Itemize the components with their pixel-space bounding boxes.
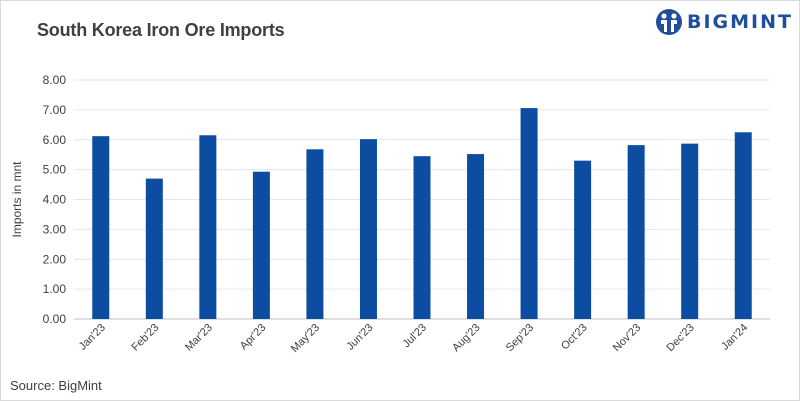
x-tick-label: Feb'23 (129, 322, 161, 354)
bar (145, 178, 163, 319)
x-tick-label: Dec'23 (664, 322, 696, 354)
bar (92, 136, 110, 319)
y-tick-label: 6.00 (43, 133, 67, 147)
source-note: Source: BigMint (10, 378, 102, 393)
bar (413, 156, 431, 319)
y-tick-label: 5.00 (43, 163, 67, 177)
bar (306, 149, 324, 319)
brand-logo: BIGMINT (655, 6, 795, 38)
y-tick-label: 0.00 (43, 312, 67, 326)
x-tick-label: Apr'23 (238, 322, 269, 353)
bar (627, 145, 645, 319)
bar (574, 160, 592, 319)
bar (359, 139, 377, 319)
y-tick-label: 3.00 (43, 222, 67, 236)
bar (734, 132, 752, 319)
bar (520, 108, 538, 320)
x-tick-label: Oct'23 (559, 322, 590, 353)
x-tick-label: Sep'23 (504, 322, 536, 354)
y-tick-label: 2.00 (43, 252, 67, 266)
y-axis-label: Imports in mnt (10, 161, 24, 238)
y-tick-label: 7.00 (43, 103, 67, 117)
bar (199, 135, 217, 319)
x-tick-label: Nov'23 (611, 322, 643, 354)
x-tick-label: Jul'23 (401, 322, 430, 351)
y-tick-label: 8.00 (43, 73, 67, 87)
y-tick-label: 4.00 (43, 193, 67, 207)
bar (252, 171, 270, 319)
bar (681, 143, 699, 319)
x-tick-label: Aug'23 (450, 322, 482, 354)
bigmint-logo-icon (656, 9, 682, 35)
x-tick-label: Jan'23 (77, 322, 108, 353)
y-tick-label: 1.00 (43, 282, 67, 296)
x-tick-label: Mar'23 (183, 322, 215, 354)
x-tick-label: Jan'24 (719, 322, 750, 353)
chart-title: South Korea Iron Ore Imports (37, 20, 285, 40)
logo-text: BIGMINT (687, 11, 793, 33)
x-tick-label: Jun'23 (344, 322, 375, 353)
bar (467, 154, 485, 319)
x-tick-label: May'23 (289, 322, 322, 355)
